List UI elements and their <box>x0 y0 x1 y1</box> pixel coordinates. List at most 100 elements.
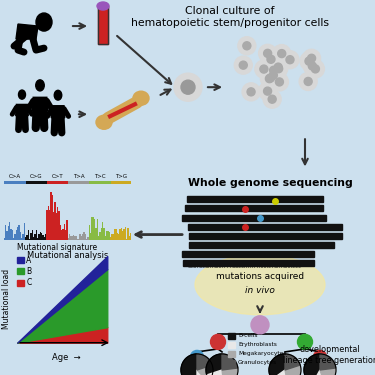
Ellipse shape <box>308 62 316 70</box>
Ellipse shape <box>273 45 291 63</box>
Bar <box>51 195 53 240</box>
Ellipse shape <box>297 334 312 350</box>
Bar <box>17 257 24 263</box>
Ellipse shape <box>308 54 316 62</box>
Ellipse shape <box>278 50 286 58</box>
Bar <box>73 235 74 240</box>
Bar <box>57 207 58 240</box>
Bar <box>83 232 85 240</box>
Ellipse shape <box>210 334 225 350</box>
Ellipse shape <box>260 70 278 88</box>
Ellipse shape <box>195 255 325 315</box>
Polygon shape <box>182 251 314 257</box>
Polygon shape <box>32 97 48 111</box>
Ellipse shape <box>234 56 252 74</box>
Ellipse shape <box>304 78 312 86</box>
Ellipse shape <box>270 66 278 74</box>
Bar <box>78 239 80 240</box>
Wedge shape <box>197 370 208 375</box>
Ellipse shape <box>274 65 283 73</box>
Ellipse shape <box>267 55 275 63</box>
Text: C>T: C>T <box>52 174 63 179</box>
Ellipse shape <box>54 90 62 100</box>
Ellipse shape <box>251 316 269 334</box>
Bar <box>116 229 117 240</box>
Bar <box>63 224 65 240</box>
Bar <box>56 213 57 240</box>
Bar <box>72 236 73 240</box>
Text: T>A: T>A <box>73 174 85 179</box>
Bar <box>26 181 47 184</box>
Text: C>G: C>G <box>30 174 43 179</box>
Bar <box>41 232 42 240</box>
Ellipse shape <box>174 73 202 101</box>
Ellipse shape <box>265 61 283 79</box>
Bar <box>101 228 102 240</box>
Bar <box>93 217 94 240</box>
Bar <box>17 279 24 286</box>
Ellipse shape <box>238 37 256 55</box>
Bar <box>17 268 24 274</box>
Bar <box>80 234 81 240</box>
Polygon shape <box>16 24 38 39</box>
Bar <box>49 210 50 240</box>
Bar <box>126 239 127 240</box>
Ellipse shape <box>270 73 288 91</box>
Ellipse shape <box>260 65 268 73</box>
Text: B: B <box>26 267 32 276</box>
Bar <box>97 219 98 240</box>
Bar <box>107 231 109 240</box>
Bar <box>37 238 38 240</box>
Bar <box>94 219 95 240</box>
Bar <box>75 236 77 240</box>
Bar <box>29 239 30 240</box>
Bar <box>112 234 114 240</box>
Bar <box>117 233 118 240</box>
Bar <box>92 217 93 240</box>
Bar <box>68 181 89 184</box>
Bar <box>30 233 32 240</box>
Ellipse shape <box>243 42 251 50</box>
Bar <box>40 232 41 240</box>
Ellipse shape <box>264 50 272 57</box>
Bar <box>90 234 92 240</box>
Polygon shape <box>51 106 65 118</box>
Bar <box>105 236 106 240</box>
Text: Mutational load: Mutational load <box>2 269 11 330</box>
Bar <box>89 225 90 240</box>
Wedge shape <box>304 354 320 375</box>
Wedge shape <box>197 365 213 375</box>
Bar <box>61 230 62 240</box>
Wedge shape <box>181 354 197 375</box>
Ellipse shape <box>247 88 255 96</box>
Bar <box>10 230 12 240</box>
Bar <box>16 230 17 240</box>
Bar <box>123 229 124 240</box>
Bar <box>13 238 14 240</box>
Text: C: C <box>26 278 32 287</box>
Bar <box>122 231 123 240</box>
Bar <box>14 234 16 240</box>
Bar <box>124 227 126 240</box>
Bar <box>17 227 18 240</box>
Bar <box>104 228 105 240</box>
Text: T>G: T>G <box>115 174 128 179</box>
Wedge shape <box>272 370 288 375</box>
Bar <box>70 236 72 240</box>
Wedge shape <box>320 368 336 375</box>
Polygon shape <box>185 206 323 212</box>
Bar <box>12 230 13 240</box>
Bar <box>33 237 34 240</box>
Text: Granulocytes: Granulocytes <box>238 360 277 366</box>
Ellipse shape <box>242 83 260 101</box>
Wedge shape <box>312 370 325 375</box>
Ellipse shape <box>190 350 204 363</box>
Text: B-cells: B-cells <box>238 333 258 338</box>
Bar <box>50 192 51 240</box>
Ellipse shape <box>314 350 327 363</box>
Bar <box>22 234 24 240</box>
Ellipse shape <box>264 87 272 95</box>
Ellipse shape <box>300 52 318 70</box>
Bar <box>81 236 82 240</box>
Ellipse shape <box>263 90 281 108</box>
